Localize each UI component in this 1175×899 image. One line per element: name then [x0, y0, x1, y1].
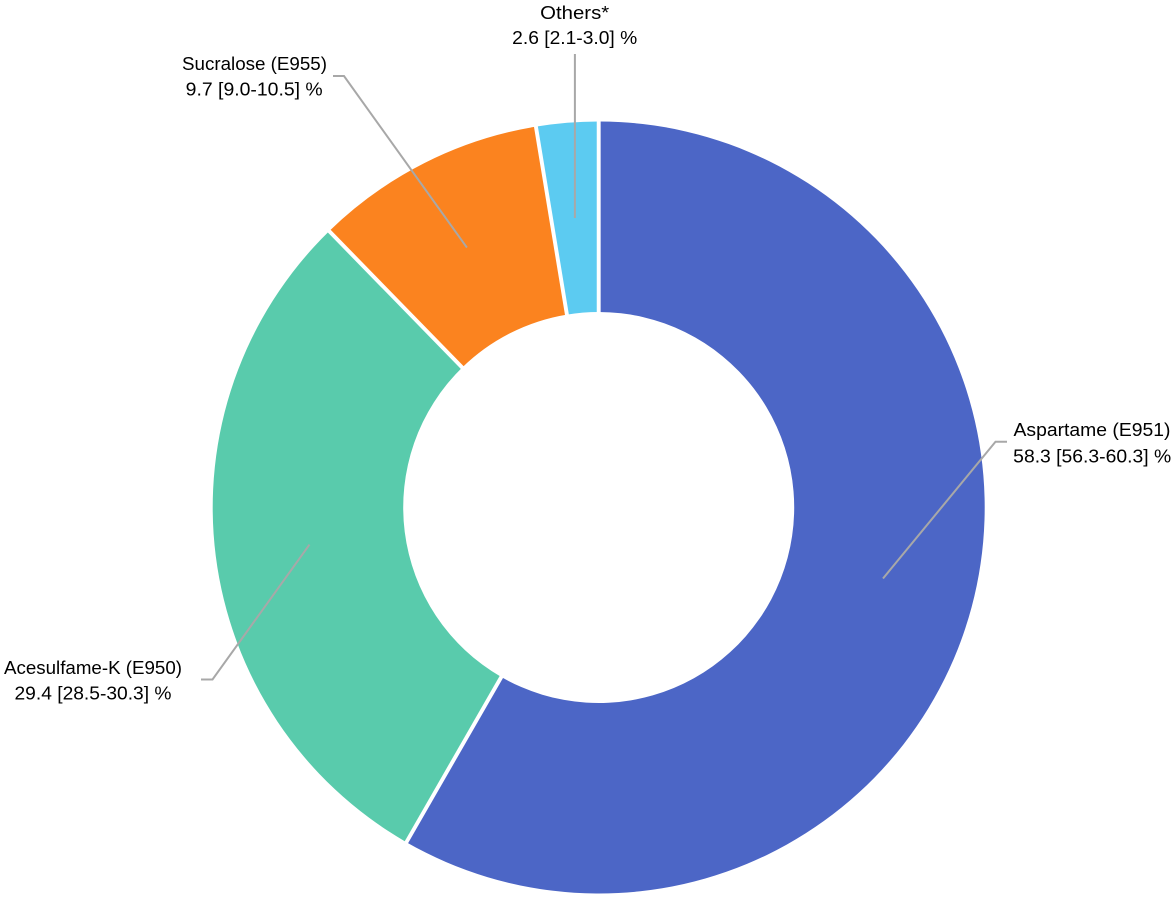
- svg-text:2.6 [2.1-3.0] %: 2.6 [2.1-3.0] %: [512, 28, 637, 48]
- svg-text:58.3 [56.3-60.3] %: 58.3 [56.3-60.3] %: [1013, 447, 1171, 467]
- svg-text:Aspartame (E951): Aspartame (E951): [1014, 420, 1171, 440]
- svg-text:Sucralose (E955): Sucralose (E955): [182, 54, 327, 74]
- svg-text:Acesulfame-K (E950): Acesulfame-K (E950): [4, 658, 182, 678]
- svg-text:29.4 [28.5-30.3] %: 29.4 [28.5-30.3] %: [15, 684, 172, 704]
- svg-text:9.7 [9.0-10.5] %: 9.7 [9.0-10.5] %: [186, 80, 323, 100]
- svg-text:Others*: Others*: [540, 3, 609, 23]
